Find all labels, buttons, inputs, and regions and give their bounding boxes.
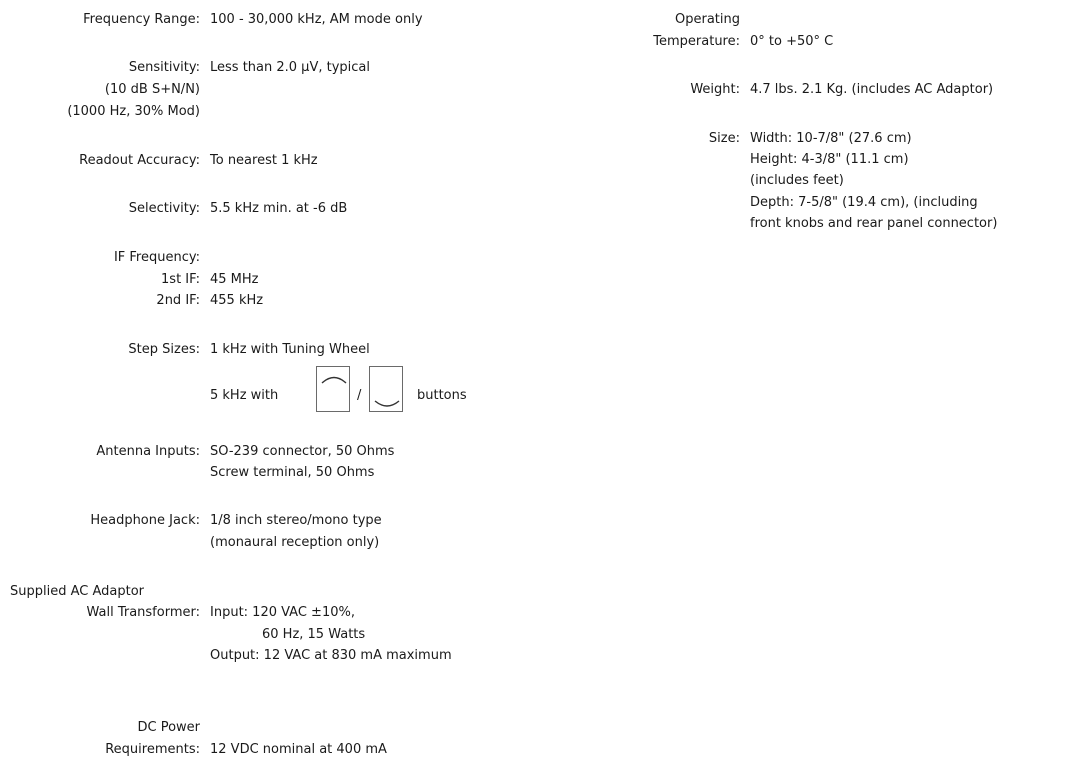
spec-label: Supplied AC Adaptor xyxy=(10,584,145,599)
spec-value: (includes feet) xyxy=(750,173,844,188)
chevron-up-icon xyxy=(316,366,350,412)
spec-label: DC Power xyxy=(137,720,200,735)
spec-value: Output: 12 VAC at 830 mA maximum xyxy=(210,648,452,663)
spec-value: 5.5 kHz min. at -6 dB xyxy=(210,201,348,216)
spec-value: 0° to +50° C xyxy=(750,34,834,49)
spec-value: Input: 120 VAC ±10%, xyxy=(210,605,355,620)
spec-value: 12 VDC nominal at 400 mA xyxy=(210,742,387,757)
chevron-down-icon xyxy=(369,366,403,412)
spec-value: 5 kHz with xyxy=(210,388,279,403)
spec-value: Less than 2.0 μV, typical xyxy=(210,60,370,75)
spec-label: Sensitivity: xyxy=(128,60,200,75)
spec-value: 455 kHz xyxy=(210,293,264,308)
spec-label: Antenna Inputs: xyxy=(96,444,200,459)
spec-label: IF Frequency: xyxy=(113,250,200,265)
spec-value: Screw terminal, 50 Ohms xyxy=(210,465,375,480)
spec-label: Operating xyxy=(675,12,740,27)
spec-value: buttons xyxy=(417,388,467,403)
spec-label: Size: xyxy=(708,131,740,146)
spec-label: Weight: xyxy=(690,82,740,97)
spec-value: Depth: 7-5/8" (19.4 cm), (including xyxy=(750,195,978,210)
spec-value: 1 kHz with Tuning Wheel xyxy=(210,342,370,357)
spec-label: Step Sizes: xyxy=(128,342,200,357)
spec-value: 60 Hz, 15 Watts xyxy=(262,627,366,642)
spec-label: Frequency Range: xyxy=(83,12,200,27)
spec-value: 45 MHz xyxy=(210,272,259,287)
spec-sublabel: 1st IF: xyxy=(161,272,200,287)
spec-label: Headphone Jack: xyxy=(90,513,200,528)
spec-value: To nearest 1 kHz xyxy=(210,153,318,168)
spec-label: Requirements: xyxy=(105,742,200,757)
spec-value: Width: 10-7/8" (27.6 cm) xyxy=(750,131,912,146)
spec-label-note: (1000 Hz, 30% Mod) xyxy=(67,104,200,119)
spec-value: front knobs and rear panel connector) xyxy=(750,216,998,231)
spec-label-note: (10 dB S+N/N) xyxy=(104,82,200,97)
slash-separator: / xyxy=(357,388,362,403)
spec-label: Temperature: xyxy=(653,34,740,49)
spec-label: Readout Accuracy: xyxy=(79,153,200,168)
spec-value: Height: 4-3/8" (11.1 cm) xyxy=(750,152,909,167)
spec-value: (monaural reception only) xyxy=(210,535,380,550)
spec-sublabel: 2nd IF: xyxy=(156,293,200,308)
spec-label: Wall Transformer: xyxy=(86,605,200,620)
spec-value: SO-239 connector, 50 Ohms xyxy=(210,444,395,459)
spec-value: 4.7 lbs. 2.1 Kg. (includes AC Adaptor) xyxy=(750,82,994,97)
spec-label: Selectivity: xyxy=(128,201,200,216)
spec-value: 100 - 30,000 kHz, AM mode only xyxy=(210,12,423,27)
spec-value: 1/8 inch stereo/mono type xyxy=(210,513,382,528)
